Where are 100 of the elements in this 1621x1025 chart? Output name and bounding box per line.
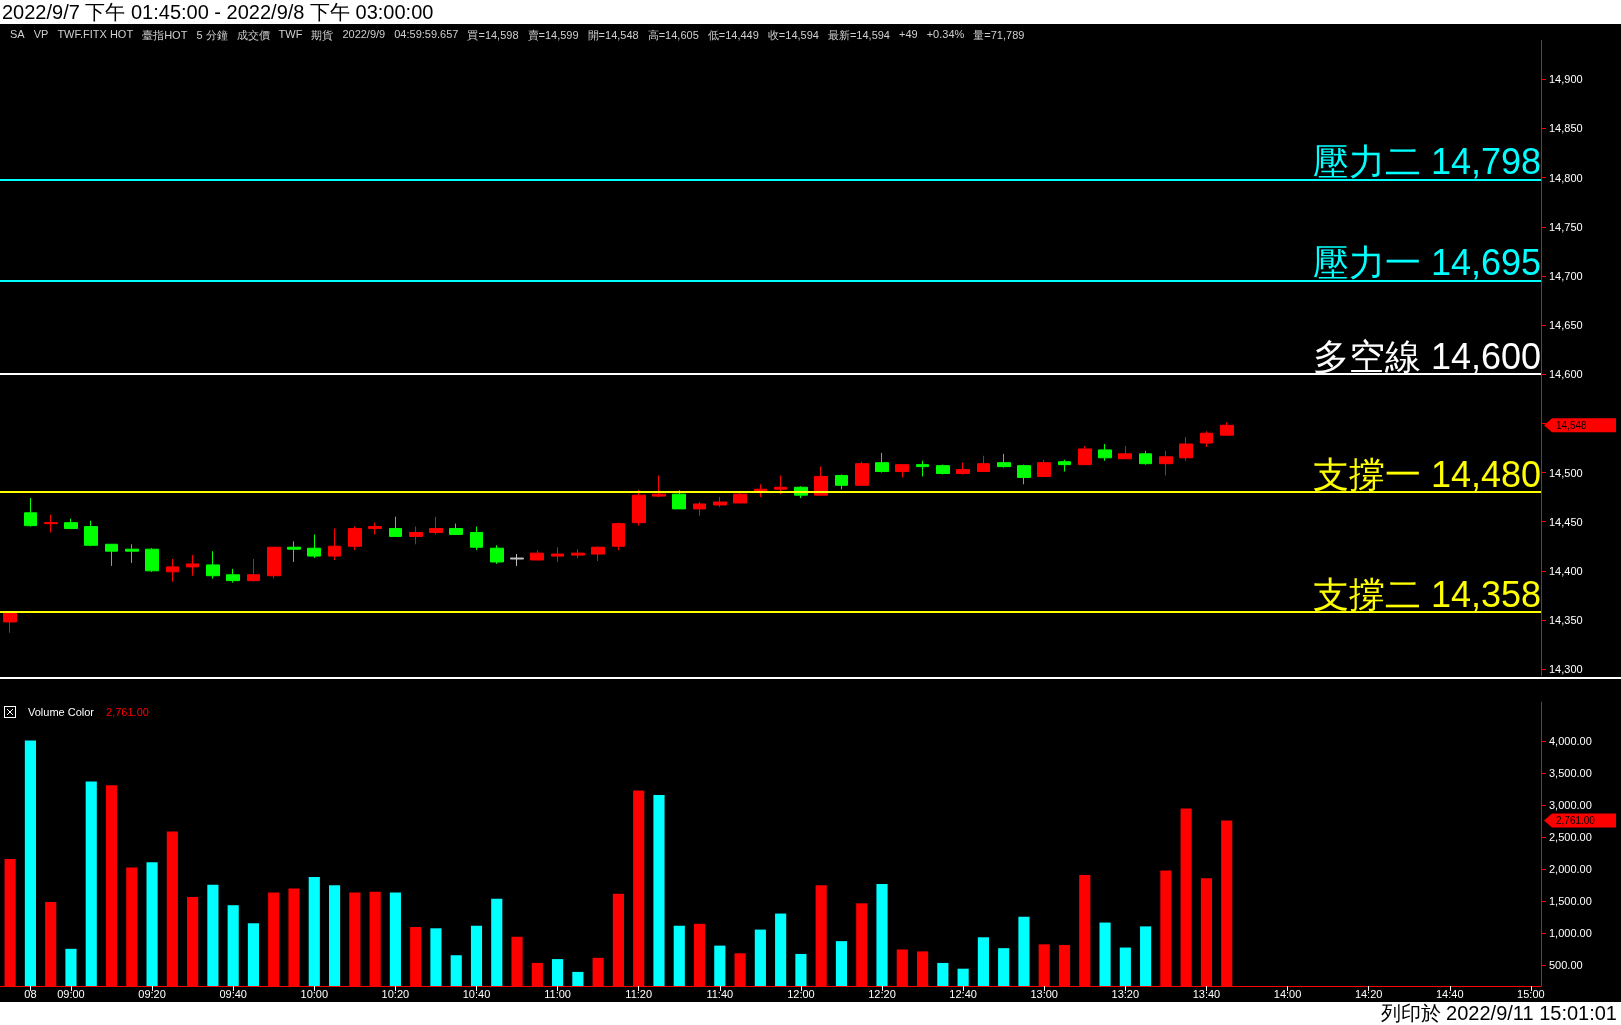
x-tick-label: 12:20 (868, 987, 896, 1000)
ref-line-label: 支撐二 14,358 (1312, 573, 1541, 615)
candlestick (105, 543, 118, 567)
x-tick-label: 09:20 (138, 987, 166, 1000)
annotation: 收=14,594 (767, 28, 819, 43)
x-tick-label: 10:20 (381, 987, 410, 1000)
candlestick (1098, 443, 1112, 462)
candlestick (348, 526, 362, 551)
chart-title: 2022/9/7 下午 01:45:00 - 2022/9/8 下午 03:00:00 (0, 0, 1621, 24)
x-tick-label: 10:40 (462, 987, 491, 1000)
annotation: 量=71,789 (973, 28, 1025, 43)
candlestick (247, 558, 260, 583)
annotation: 2,761.00 (106, 706, 149, 718)
candlestick (490, 544, 504, 565)
candlestick (429, 516, 443, 535)
annotation: 開=14,548 (587, 28, 639, 43)
candlestick (328, 528, 341, 561)
candlestick (571, 548, 585, 559)
candlestick (1139, 450, 1152, 466)
candlestick (652, 474, 666, 498)
annotation: 最新=14,594 (827, 28, 890, 43)
x-tick-label: 14:20 (1354, 987, 1383, 1000)
y-tick-label: 3,500.00 (1549, 767, 1592, 780)
candlestick (956, 462, 970, 475)
candlestick (1078, 445, 1092, 466)
candlestick (591, 545, 605, 562)
candlestick (409, 526, 423, 545)
y-tick-label: 1,500.00 (1549, 895, 1592, 908)
x-tick-label: 12:00 (787, 987, 815, 1000)
y-tick-label: 1,000.00 (1549, 927, 1592, 940)
candlestick (936, 464, 950, 475)
candlestick (1118, 445, 1132, 460)
candlestick (307, 533, 321, 559)
candlestick (1179, 436, 1193, 462)
candlestick (530, 549, 544, 561)
ref-line-label: 多空線 14,600 (1312, 335, 1541, 377)
text: VP (33, 28, 49, 42)
text: SA (10, 28, 25, 42)
candlestick (733, 491, 747, 504)
x-tick-label: 13:00 (1030, 987, 1058, 1000)
y-tick-label: 2,000.00 (1549, 863, 1592, 876)
annotation: 低=14,449 (707, 28, 759, 43)
ref-line-label: 壓力二 14,798 (1312, 141, 1541, 183)
y-tick-label: 500.00 (1549, 959, 1583, 972)
x-tick-label: 10:00 (300, 987, 329, 1000)
text: +49 (899, 28, 918, 42)
annotation: 臺指HOT (142, 28, 188, 43)
candlestick (3, 611, 17, 634)
candlestick (895, 464, 909, 478)
text: 2,761.00 (1556, 815, 1596, 827)
y-tick-label: 2,500.00 (1549, 831, 1592, 844)
candlestick (551, 546, 564, 563)
x-tick-label: 11:20 (625, 987, 653, 1000)
y-tick-label: 14,800 (1549, 171, 1583, 184)
candlestick (145, 547, 159, 573)
y-tick-label: 14,350 (1549, 613, 1583, 626)
x-tick-label: 12:40 (949, 987, 977, 1000)
candlestick (1200, 430, 1213, 448)
candlestick (287, 540, 301, 563)
candlestick (267, 546, 281, 580)
annotation: 賣=14,599 (527, 28, 579, 43)
y-tick-label: 14,750 (1549, 220, 1583, 233)
candlestick (186, 554, 199, 577)
y-tick-label: 14,850 (1549, 122, 1583, 135)
y-tick-label: 14,400 (1549, 564, 1583, 577)
y-tick-label: 14,500 (1549, 466, 1583, 479)
text: 14,548 (1556, 419, 1588, 431)
candlestick (693, 501, 706, 517)
ref-line-label: 支撐一 14,480 (1312, 453, 1541, 495)
annotation: 高=14,605 (647, 28, 699, 43)
text: 列印於 2022/9/11 15:01:01 (0, 1002, 1621, 1025)
y-tick-label: 3,000.00 (1549, 799, 1592, 812)
candlestick (84, 520, 98, 547)
candlestick (449, 523, 463, 535)
candlestick (632, 489, 646, 527)
text: 04:59:59.657 (394, 28, 459, 42)
annotation: 成交價 (236, 28, 270, 43)
y-tick-label: 14,600 (1549, 368, 1583, 381)
candlestick (977, 455, 990, 473)
annotation: 期貨 (311, 28, 334, 43)
candlestick (713, 496, 727, 508)
x-tick-label: 09:40 (219, 987, 247, 1000)
y-tick-label: 14,700 (1549, 269, 1583, 282)
annotation: 買=14,598 (467, 28, 519, 43)
y-tick-label: 4,000.00 (1549, 735, 1592, 748)
x-tick-label: 08 (24, 987, 37, 1000)
candlestick (672, 489, 686, 510)
candlestick (64, 518, 78, 530)
x-tick-label: 11:40 (706, 987, 734, 1000)
candlestick (1159, 450, 1173, 476)
candlestick (44, 514, 58, 533)
annotation: Volume Color (28, 706, 95, 718)
x-tick-label: 13:40 (1192, 987, 1221, 1000)
text: TWF (278, 28, 303, 42)
y-tick-label: 14,450 (1549, 515, 1583, 528)
text: +0.34% (926, 28, 965, 42)
candlestick (206, 550, 220, 580)
candlestick (166, 558, 179, 583)
candlestick (997, 453, 1011, 469)
y-tick-label: 14,900 (1549, 73, 1583, 86)
